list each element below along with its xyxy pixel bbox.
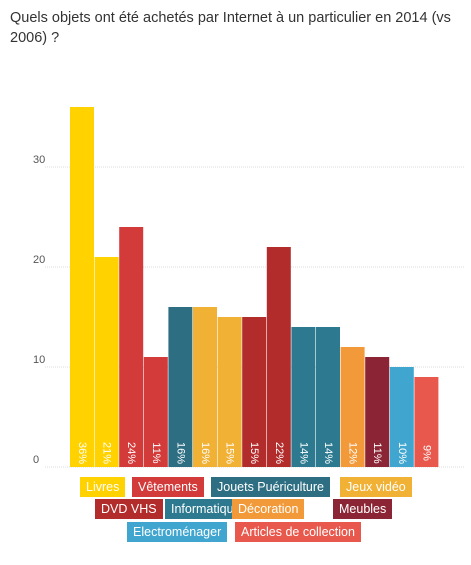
bar (242, 317, 267, 467)
bar-value-label: 24% (125, 442, 137, 464)
bar (340, 347, 365, 467)
legend-item: Jouets Puériculture (211, 477, 331, 497)
bar-value-label: 15% (224, 442, 236, 464)
y-tick-label: 10 (33, 354, 45, 366)
legend-item: Informatique (165, 499, 247, 519)
bar (291, 327, 316, 467)
bar-value-label: 21% (101, 442, 113, 464)
y-tick-label: 30 (33, 154, 45, 166)
bar (168, 307, 193, 467)
bar-value-label: 14% (322, 442, 334, 464)
bar-value-label: 9% (420, 445, 432, 461)
bar-value-label: 16% (199, 442, 211, 464)
bar-value-label: 10% (396, 442, 408, 464)
bar-value-label: 11% (150, 442, 162, 463)
legend-item: Electroménager (127, 522, 228, 542)
chart-title: Quels objets ont été achetés par Interne… (10, 10, 451, 46)
bar-value-label: 36% (76, 442, 88, 464)
bar (365, 357, 390, 467)
bar (217, 317, 242, 467)
bar-value-label: 16% (174, 442, 186, 464)
bar-value-label: 11% (371, 442, 383, 463)
legend-item: Jeux vidéo (340, 477, 412, 497)
legend-item: Meubles (333, 499, 393, 519)
legend-item: Vêtements (132, 477, 204, 497)
bar (266, 247, 291, 467)
y-tick-label: 0 (33, 454, 39, 466)
legend-item: Livres (80, 477, 126, 497)
bar-value-label: 15% (248, 442, 260, 464)
legend-item: DVD VHS (95, 499, 163, 519)
bar (70, 107, 94, 467)
bar (94, 257, 119, 467)
bar (143, 357, 168, 467)
bar (316, 327, 340, 467)
y-tick-label: 20 (33, 254, 45, 266)
bar (389, 367, 414, 467)
bar (119, 227, 144, 467)
legend-item: Articles de collection (235, 522, 361, 542)
bar-value-label: 12% (347, 442, 359, 464)
bar (193, 307, 217, 467)
legend-item: Décoration (232, 499, 305, 519)
bar (414, 377, 439, 467)
bar-value-label: 14% (297, 442, 309, 464)
bar-value-label: 22% (273, 442, 285, 464)
